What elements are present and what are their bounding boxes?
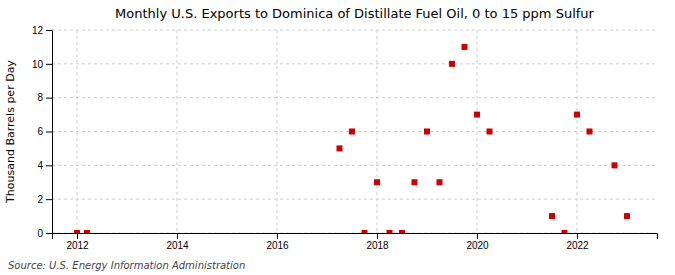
point (562, 230, 568, 233)
point (387, 230, 393, 233)
grid-line-y (52, 199, 657, 200)
point (374, 179, 380, 185)
x-tick-label: 2018 (366, 240, 389, 251)
point (574, 112, 580, 118)
x-tick-mark (177, 233, 178, 239)
grid-line-y (52, 30, 657, 31)
point (487, 129, 493, 135)
y-tick-label: 10 (32, 59, 44, 70)
grid (52, 30, 657, 233)
point (474, 112, 480, 118)
chart-svg: 2012 2014 2016 2018 2020 2022 0 2 4 6 8 10 12 Monthly… (0, 0, 675, 275)
point (337, 145, 343, 151)
y-tick: 6 (37, 126, 52, 137)
y-tick-label: 2 (37, 194, 43, 205)
x-tick-mark (477, 233, 478, 239)
y-tick-mark (46, 233, 52, 234)
grid-line-y (52, 165, 657, 166)
x-tick-label: 2020 (466, 240, 489, 251)
point (549, 213, 555, 219)
point (74, 230, 80, 233)
y-tick-label: 0 (37, 228, 43, 239)
point (624, 213, 630, 219)
x-tick-mark (277, 233, 278, 239)
y-tick-mark (46, 165, 52, 166)
y-tick-mark (46, 132, 52, 133)
x-tick: 2020 (466, 233, 489, 251)
source-annotation: Source: U.S. Energy Information Administ… (8, 260, 245, 271)
grid-line-x (277, 30, 278, 233)
y-axis-label: Thousand Barrels per Day (4, 60, 17, 204)
point (349, 129, 355, 135)
point (612, 162, 618, 168)
point (399, 230, 405, 233)
point (449, 61, 455, 67)
x-tick: 2018 (366, 233, 389, 251)
grid-line-x (177, 30, 178, 233)
y-axis-line (46, 31, 53, 234)
x-axis-line (53, 234, 658, 240)
x-tick-label: 2014 (166, 240, 189, 251)
x-tick: 2012 (66, 233, 89, 251)
y-tick-mark (46, 199, 52, 200)
x-tick-label: 2012 (66, 240, 89, 251)
x-tick: 2022 (566, 233, 589, 251)
y-tick: 2 (37, 194, 52, 205)
grid-line-x (377, 30, 378, 233)
point (84, 230, 90, 233)
point (462, 44, 468, 50)
y-tick-mark (46, 64, 52, 65)
y-tick: 10 (32, 59, 52, 70)
point (587, 129, 593, 135)
y-tick-label: 6 (37, 126, 43, 137)
title: Monthly U.S. Exports to Dominica of Dist… (115, 6, 594, 21)
grid-line-y (52, 63, 657, 64)
x-tick: 2016 (266, 233, 289, 251)
y-tick-mark (46, 98, 52, 99)
point (412, 179, 418, 185)
grid-line-y (52, 97, 657, 98)
grid-line-x (477, 30, 478, 233)
y-tick-label: 8 (37, 92, 43, 103)
x-tick-mark (77, 233, 78, 239)
point (424, 129, 430, 135)
y-axis: 0 2 4 6 8 10 12 (32, 25, 53, 239)
y-tick: 12 (32, 25, 52, 36)
x-tick-mark (377, 233, 378, 239)
y-tick-label: 4 (37, 160, 43, 171)
x-tick-label: 2022 (566, 240, 589, 251)
grid-line-x (577, 30, 578, 233)
y-tick-label: 12 (32, 25, 44, 36)
plot-area: 2012 2014 2016 2018 2020 2022 0 2 4 6 8 10 12 (32, 25, 658, 251)
points (74, 44, 630, 233)
point (437, 179, 443, 185)
x-tick-mark (577, 233, 578, 239)
x-axis: 2012 2014 2016 2018 2020 2022 (53, 233, 658, 251)
y-tick: 0 (37, 228, 52, 239)
chart-container: 2012 2014 2016 2018 2020 2022 0 2 4 6 8 10 12 Monthly… (0, 0, 675, 275)
y-tick: 4 (37, 160, 52, 171)
x-tick: 2014 (166, 233, 189, 251)
point (362, 230, 368, 233)
x-tick-label: 2016 (266, 240, 289, 251)
y-tick: 8 (37, 92, 52, 103)
y-tick-mark (46, 30, 52, 31)
grid-line-x (77, 30, 78, 233)
